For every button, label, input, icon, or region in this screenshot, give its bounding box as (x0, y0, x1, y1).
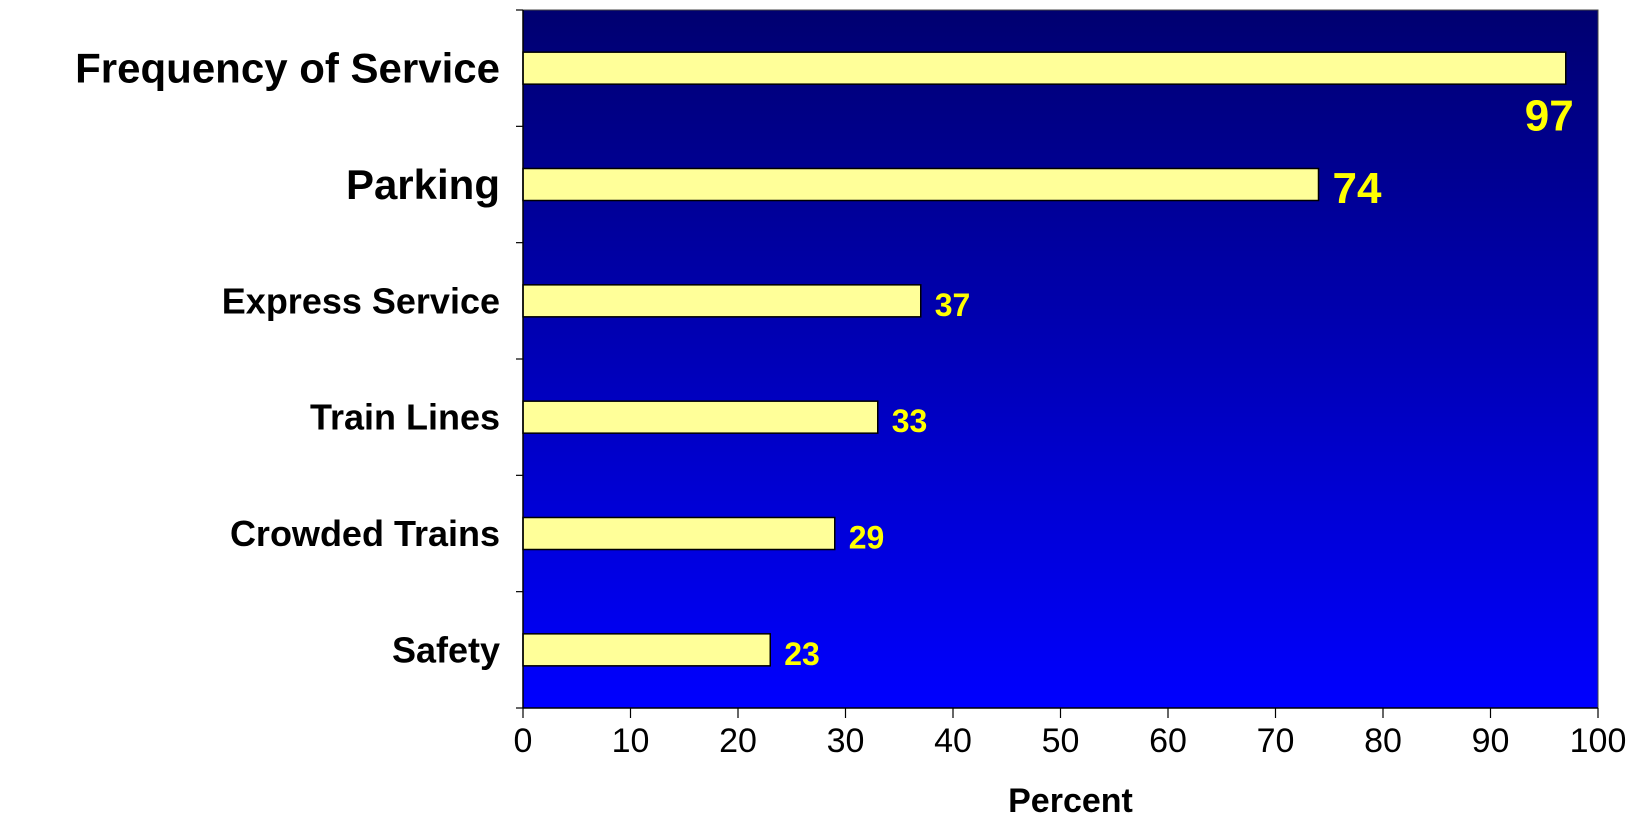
x-tick-label: 0 (514, 722, 533, 760)
x-tick-label: 10 (612, 722, 650, 760)
category-label: Express Service (222, 280, 500, 321)
x-tick-label: 60 (1149, 722, 1187, 760)
x-axis-title: Percent (1008, 782, 1133, 820)
data-label: 74 (1333, 164, 1382, 213)
data-label: 97 (1525, 92, 1574, 141)
category-label: Crowded Trains (230, 513, 500, 554)
bar-safety (522, 633, 771, 667)
plot-area (522, 9, 1599, 709)
bar-express-service (522, 284, 922, 318)
bar-parking (522, 167, 1320, 202)
data-label: 33 (892, 403, 928, 439)
bar-frequency-of-service (522, 51, 1567, 85)
category-label: Parking (346, 161, 500, 208)
x-tick-label: 100 (1570, 722, 1627, 760)
x-tick-label: 90 (1472, 722, 1510, 760)
x-tick-label: 50 (1042, 722, 1080, 760)
category-label: Safety (392, 629, 500, 670)
data-label: 37 (935, 287, 971, 323)
bar-crowded-trains (522, 516, 836, 551)
data-label: 29 (849, 520, 885, 556)
category-label: Train Lines (310, 397, 500, 438)
category-label: Frequency of Service (75, 45, 500, 92)
x-tick-label: 20 (719, 722, 757, 760)
data-label: 23 (784, 636, 820, 672)
x-tick-label: 80 (1364, 722, 1402, 760)
x-tick-label: 40 (934, 722, 972, 760)
x-tick-label: 70 (1257, 722, 1295, 760)
x-tick-label: 30 (827, 722, 865, 760)
bar-train-lines (522, 400, 879, 434)
